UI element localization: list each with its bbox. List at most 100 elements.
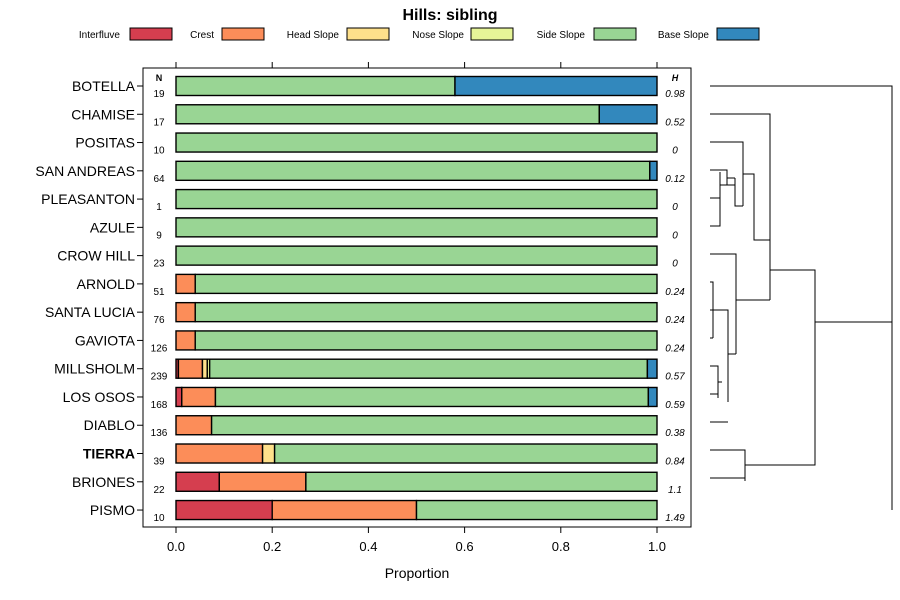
x-tick-label: 0.0 [167, 539, 185, 554]
row-h: 0 [672, 146, 678, 157]
bar-segment [646, 358, 658, 379]
bar-segment [194, 273, 658, 295]
row-h: 0.12 [665, 174, 685, 185]
x-tick-label: 0.2 [263, 539, 281, 554]
bar-segment [175, 386, 183, 408]
row-n: 168 [151, 400, 168, 411]
dendrogram-branch [710, 113, 771, 240]
legend-swatch [129, 27, 173, 41]
bar-segment [175, 273, 196, 295]
row-n: 39 [153, 457, 165, 468]
bar-segment [175, 160, 651, 182]
bar-segment [454, 75, 658, 97]
legend-swatch [593, 27, 637, 41]
row-h: 0 [672, 230, 678, 241]
row-n: 19 [153, 89, 165, 100]
legend-label: Nose Slope [412, 30, 464, 41]
legend: Interfluve Crest Head Slope Nose Slope Side … [79, 27, 760, 41]
dendrogram-branch [713, 309, 729, 402]
dendrogram [710, 85, 893, 510]
row-label: ARNOLD [77, 276, 135, 292]
row-n: 10 [153, 513, 165, 524]
bar-segment [175, 330, 196, 351]
bar-segment [305, 471, 658, 492]
row-label: DIABLO [84, 417, 135, 433]
row-h: 0.52 [665, 117, 685, 128]
dendrogram-branch [710, 449, 746, 481]
bar-segment [175, 217, 658, 238]
legend-swatch [716, 27, 760, 41]
bar-segment [175, 104, 600, 125]
x-tick-label: 1.0 [648, 539, 666, 554]
row-label: LOS OSOS [63, 389, 135, 405]
dendrogram-branch [770, 269, 892, 323]
row-label: PLEASANTON [41, 191, 135, 207]
bar-segment [194, 330, 658, 351]
row-label: TIERRA [83, 446, 135, 462]
bar-segment [194, 301, 658, 323]
n-header: N [156, 73, 163, 83]
row-n: 1 [156, 202, 162, 213]
bar-segment [175, 301, 196, 323]
chart-title: Hills: sibling [402, 7, 497, 24]
legend-label: Head Slope [287, 30, 340, 41]
x-tick-label: 0.6 [456, 539, 474, 554]
dendrogram-branch [710, 198, 721, 227]
row-label: GAVIOTA [75, 332, 136, 348]
bar-segment [647, 386, 658, 408]
row-h: 0.59 [665, 400, 685, 411]
row-label: SANTA LUCIA [45, 304, 136, 320]
row-n: 10 [153, 146, 165, 157]
row-h: 0 [672, 202, 678, 213]
row-h: 0.84 [665, 457, 685, 468]
row-h: 0.38 [665, 428, 685, 439]
bar-segment [175, 188, 658, 210]
x-tick-label: 0.4 [359, 539, 377, 554]
row-n: 239 [151, 372, 168, 383]
row-n: 126 [151, 343, 168, 354]
row-h: 0.24 [665, 315, 685, 326]
row-label: AZULE [90, 219, 135, 235]
x-axis-label: Proportion [385, 565, 450, 581]
row-n: 17 [153, 117, 165, 128]
bar-segment [208, 358, 649, 379]
row-label: BOTELLA [72, 78, 136, 94]
bar-segment [175, 443, 264, 464]
bar-segment [598, 104, 658, 125]
dendrogram-branch [710, 253, 737, 354]
bar-segment [175, 471, 220, 492]
dendrogram-branch [710, 172, 721, 199]
row-label: BRIONES [72, 474, 135, 490]
row-h: 0.57 [665, 372, 685, 383]
dendrogram-branch [745, 322, 816, 466]
row-h: 1.49 [665, 513, 685, 524]
bar-segment [649, 160, 658, 182]
row-n: 136 [151, 428, 168, 439]
dendrogram-branch [710, 169, 728, 185]
bar-segment [415, 499, 658, 521]
row-label: POSITAS [75, 135, 135, 151]
legend-swatch [221, 27, 265, 41]
row-n: 9 [156, 230, 162, 241]
dendrogram-branch [710, 281, 714, 338]
dendrogram-branch [743, 173, 770, 241]
row-h: 0.24 [665, 343, 685, 354]
x-tick-label: 0.8 [552, 539, 570, 554]
bar-segment [175, 75, 456, 97]
bar-segment [261, 443, 276, 464]
legend-label: Interfluve [79, 30, 121, 41]
legend-label: Side Slope [537, 30, 586, 41]
row-label: CHAMISE [71, 106, 135, 122]
dendrogram-branch [710, 365, 719, 398]
row-n: 23 [153, 259, 165, 270]
row-n: 76 [153, 315, 165, 326]
row-n: 51 [153, 287, 165, 298]
legend-label: Crest [190, 30, 214, 41]
bar-segment [214, 386, 650, 408]
legend-swatch [346, 27, 390, 41]
row-h: 0 [672, 259, 678, 270]
bar-segment [218, 471, 307, 492]
bar-segment [273, 443, 658, 464]
